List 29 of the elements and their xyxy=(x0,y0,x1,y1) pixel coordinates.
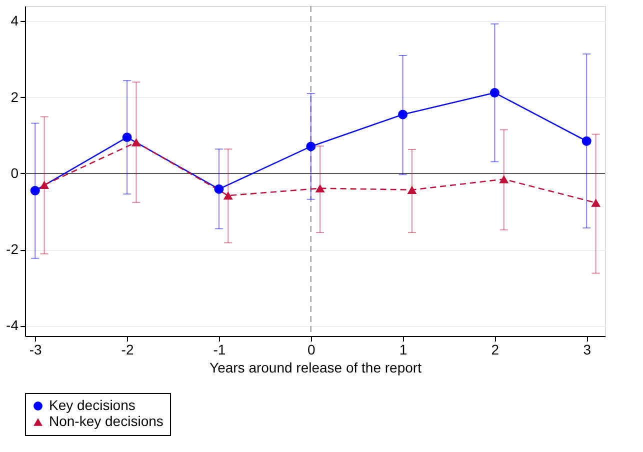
point xyxy=(40,180,50,189)
x-tick-label: 2 xyxy=(491,342,500,358)
point xyxy=(223,191,233,200)
point xyxy=(131,138,141,146)
point xyxy=(490,88,500,98)
point xyxy=(398,110,408,120)
point xyxy=(591,198,601,207)
x-tick-label: 1 xyxy=(399,342,408,358)
point xyxy=(407,186,417,194)
x-tick-label: -1 xyxy=(213,342,226,358)
x-tick-label: 0 xyxy=(307,342,316,358)
x-tick-label: -3 xyxy=(29,342,42,358)
point xyxy=(122,132,132,142)
x-tick-label: 3 xyxy=(583,342,592,358)
point xyxy=(499,175,509,184)
y-tick-label: 0 xyxy=(10,164,19,181)
point xyxy=(315,184,325,192)
point xyxy=(306,142,316,152)
legend-label: Non-key decisions xyxy=(49,413,164,429)
y-tick-label: 4 xyxy=(10,12,19,29)
point xyxy=(30,186,40,196)
x-tick-label: -2 xyxy=(121,342,134,358)
point xyxy=(582,136,592,146)
y-tick-label: 2 xyxy=(10,88,19,105)
x-axis-title: Years around release of the report xyxy=(210,360,422,376)
legend-label: Key decisions xyxy=(49,397,136,413)
y-tick-label: -2 xyxy=(6,241,19,258)
point xyxy=(214,184,224,194)
y-tick-label: -4 xyxy=(6,317,19,334)
